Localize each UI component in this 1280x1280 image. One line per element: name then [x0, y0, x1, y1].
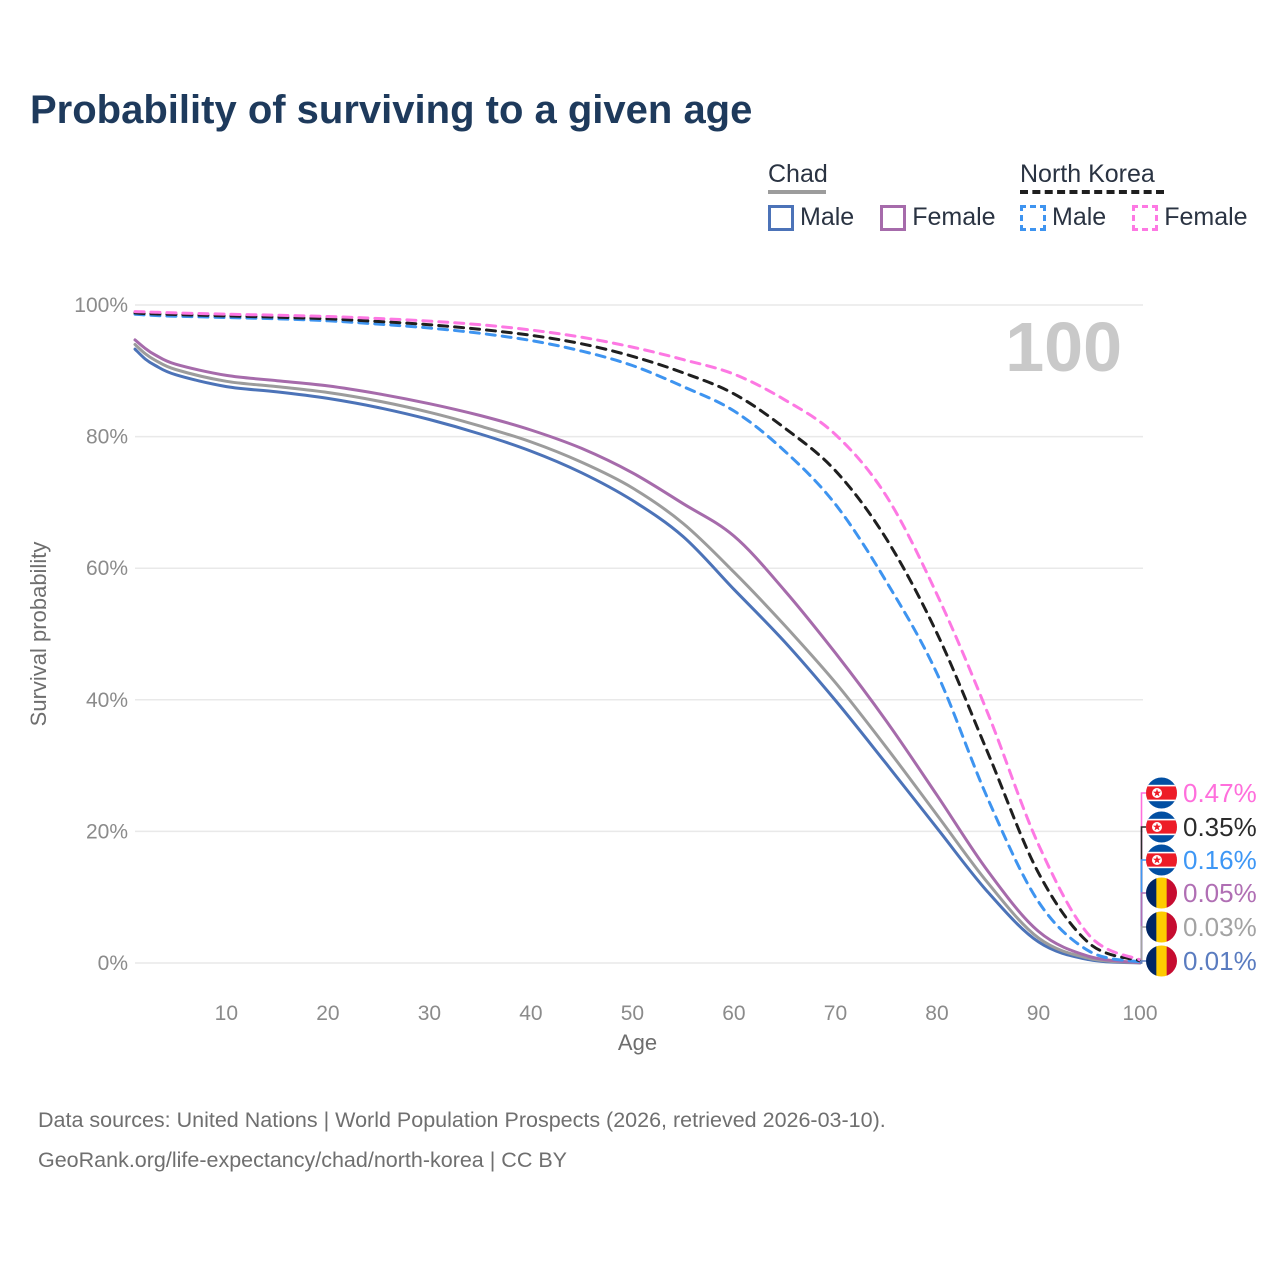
legend-style-swatch	[1020, 190, 1164, 194]
survival-probability-chart: 0% 20% 40% 60% 80% 100% 100 10 20 30 40 50 60 70 80 90 1…	[26, 294, 1257, 1055]
x-tick-label: 20	[316, 1002, 339, 1025]
legend-group-chad: Chad Male Female	[768, 160, 1022, 232]
legend-item-label: Female	[912, 203, 996, 231]
legend-swatch-icon	[1020, 204, 1046, 231]
north-korea-flag-icon	[1146, 811, 1177, 843]
x-tick-label: 80	[925, 1002, 948, 1025]
footer-note: Data sources: United Nations | World Pop…	[38, 1100, 886, 1180]
x-tick-label: 10	[215, 1002, 238, 1025]
chad-flag-icon	[1146, 877, 1177, 909]
series-line-chad-male	[133, 347, 1142, 965]
x-tick-label: 40	[519, 1002, 542, 1025]
legend-item-north-korea-female[interactable]: Female	[1132, 203, 1248, 232]
x-axis-label: Age	[618, 1030, 657, 1055]
label-connector	[1140, 960, 1146, 964]
legend-item-chad-female[interactable]: Female	[880, 203, 996, 232]
legend-style-swatch	[768, 190, 826, 194]
y-tick-label: 80%	[86, 426, 128, 449]
x-tick-label: 60	[722, 1002, 745, 1025]
x-tick-label: 30	[418, 1002, 441, 1025]
legend-header: North Korea	[1020, 160, 1155, 188]
x-tick-label: 50	[621, 1002, 644, 1025]
north-korea-flag-icon	[1146, 777, 1177, 809]
footer-sources-line: Data sources: United Nations | World Pop…	[38, 1108, 886, 1132]
legend-item-label: Male	[800, 203, 855, 231]
series-line-north-korea-both-sexes	[133, 311, 1142, 963]
north-korea-flag-icon	[1146, 844, 1177, 876]
label-connector	[1140, 926, 1146, 964]
legend-group-north-korea: North Korea Male Female	[1020, 160, 1274, 232]
series-line-chad-both-sexes	[133, 343, 1142, 965]
x-tick-label: 90	[1027, 1002, 1050, 1025]
legend-swatch-icon	[1132, 204, 1159, 231]
legend-item-chad-male[interactable]: Male	[768, 203, 854, 232]
footer-link-line: GeoRank.org/life-expectancy/chad/north-k…	[38, 1148, 568, 1172]
end-value-label: 0.16%	[1183, 845, 1257, 875]
age-watermark: 100	[1005, 308, 1122, 386]
x-tick-label: 70	[824, 1002, 847, 1025]
series-line-north-korea-female	[133, 310, 1142, 962]
end-value-label: 0.01%	[1183, 946, 1257, 976]
y-tick-label: 40%	[86, 689, 128, 712]
legend-swatch-icon	[880, 204, 907, 231]
chart-title: Probability of surviving to a given age	[30, 88, 753, 132]
y-tick-label: 20%	[86, 820, 128, 843]
legend-item-label: Male	[1052, 203, 1107, 231]
end-value-label: 0.05%	[1183, 878, 1257, 908]
x-tick-label: 100	[1122, 1002, 1157, 1025]
end-value-label: 0.03%	[1183, 912, 1257, 942]
y-tick-label: 60%	[86, 557, 128, 580]
series-line-north-korea-male	[133, 312, 1142, 964]
legend-swatch-icon	[768, 204, 794, 231]
legend-header: Chad	[768, 160, 828, 188]
y-axis-label: Survival probability	[26, 542, 51, 727]
legend-item-label: Female	[1164, 203, 1248, 231]
end-value-label: 0.47%	[1183, 778, 1257, 808]
chad-flag-icon	[1146, 945, 1177, 977]
series-line-chad-female	[133, 338, 1142, 965]
y-tick-label: 0%	[98, 952, 128, 975]
y-tick-label: 100%	[74, 294, 128, 317]
legend-item-north-korea-male[interactable]: Male	[1020, 203, 1106, 232]
end-value-label: 0.35%	[1183, 812, 1257, 842]
chad-flag-icon	[1146, 911, 1177, 943]
